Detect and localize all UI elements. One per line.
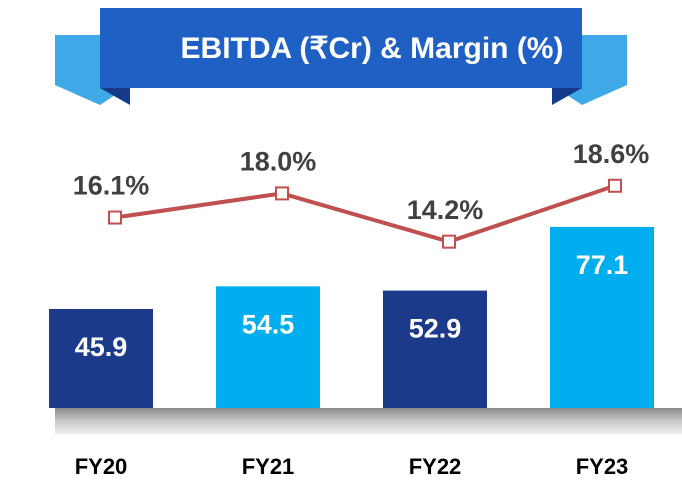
bar xyxy=(550,226,654,408)
line-value-label: 18.6% xyxy=(573,139,650,169)
line-marker xyxy=(108,210,122,225)
x-tick-label: FY20 xyxy=(75,454,128,479)
base-floor xyxy=(55,408,682,434)
bar-value-label: 77.1 xyxy=(576,250,629,280)
bar-value-label: 52.9 xyxy=(409,314,462,344)
line-value-label: 14.2% xyxy=(407,195,484,225)
margin-line xyxy=(114,183,616,244)
line-marker xyxy=(275,186,289,201)
bar xyxy=(216,286,320,408)
line-marker xyxy=(608,178,622,193)
bar-value-label: 45.9 xyxy=(75,332,128,362)
x-tick-label: FY22 xyxy=(409,454,462,479)
x-tick-label: FY21 xyxy=(242,454,295,479)
line-marker xyxy=(442,234,456,249)
line-value-label: 18.0% xyxy=(240,147,317,177)
bar xyxy=(49,308,153,408)
bar xyxy=(383,290,487,408)
title-banner xyxy=(100,8,582,88)
x-tick-label: FY23 xyxy=(576,454,629,479)
chart-title: EBITDA (₹Cr) & Margin (%) xyxy=(181,32,564,65)
bar-value-label: 54.5 xyxy=(242,309,295,339)
line-value-label: 16.1% xyxy=(73,171,150,201)
